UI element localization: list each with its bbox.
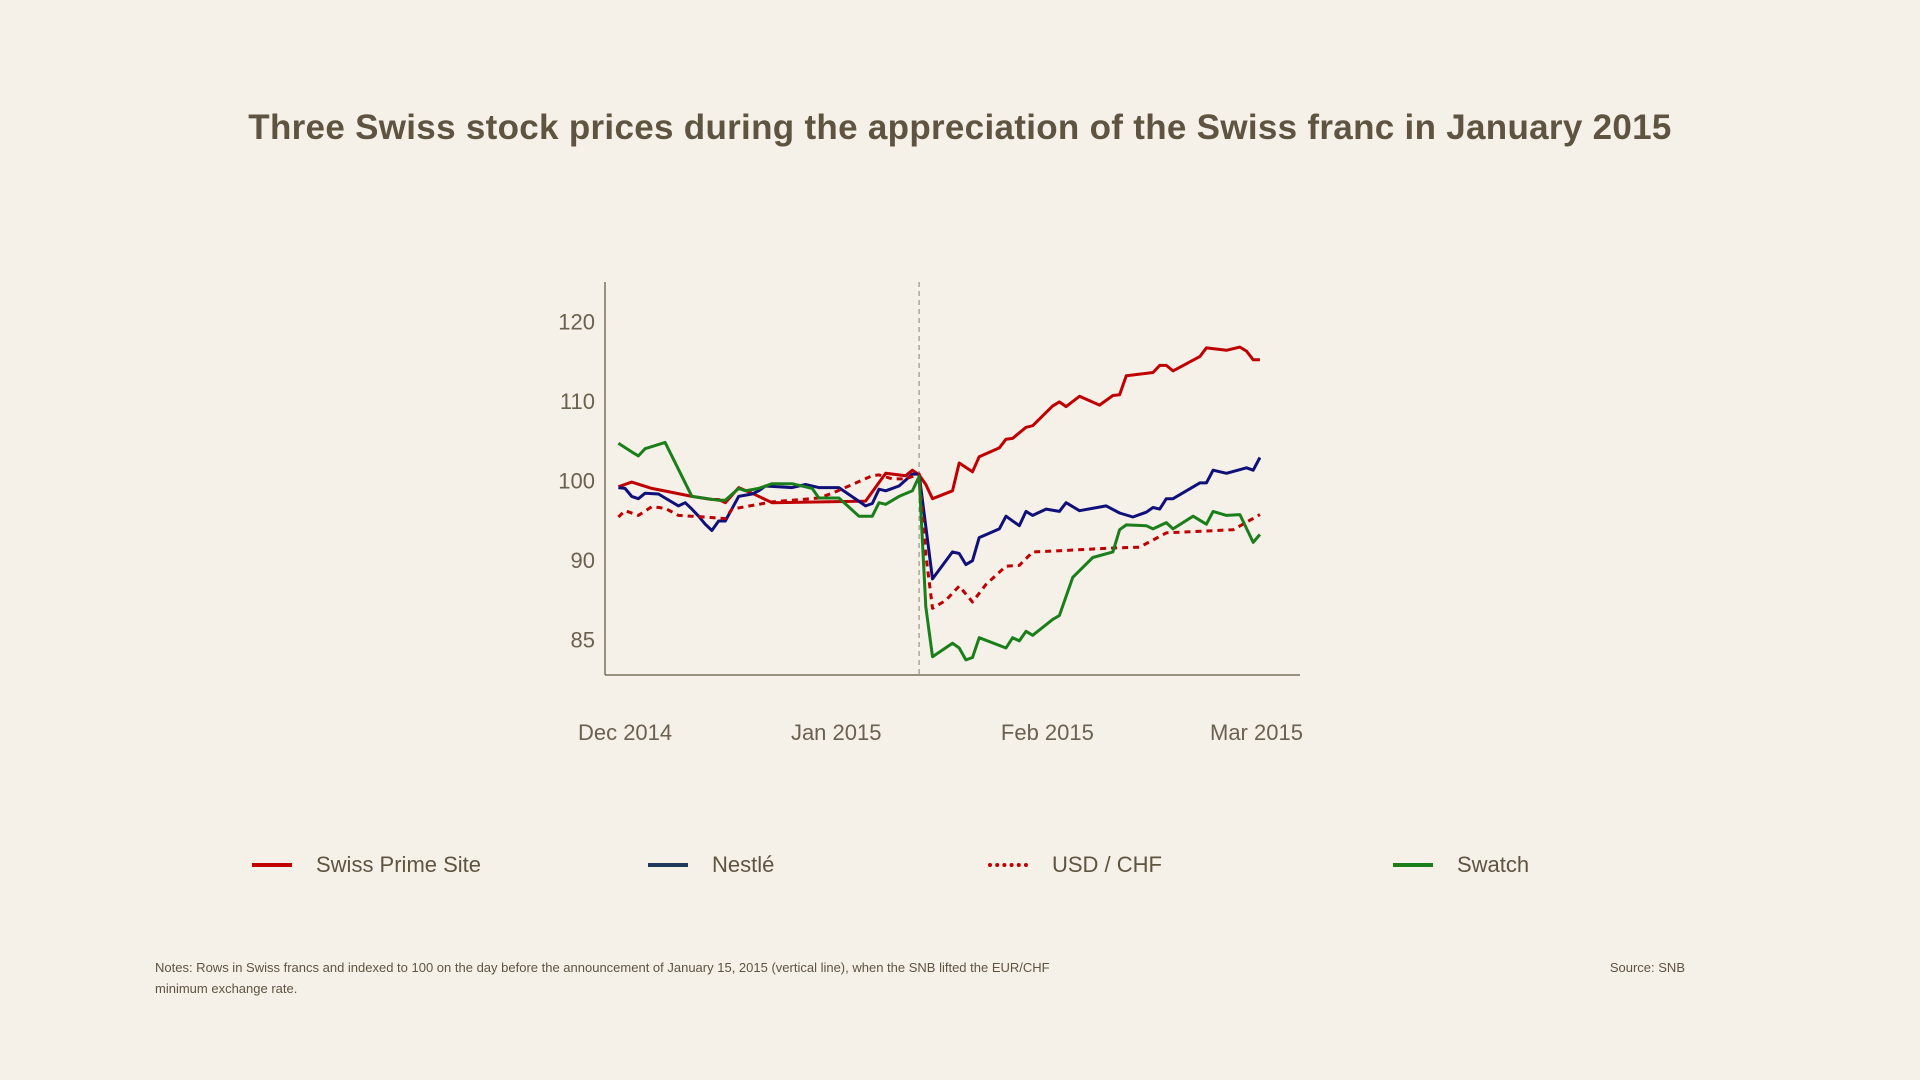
chart-notes: Notes: Rows in Swiss francs and indexed … [155, 960, 1050, 996]
legend-swatch [648, 863, 688, 867]
x-tick-label: Dec 2014 [578, 720, 672, 745]
legend-item-swiss-prime-site: Swiss Prime Site [252, 850, 481, 880]
y-tick-label: 120 [558, 310, 595, 335]
chart-title: Three Swiss stock prices during the appr… [248, 108, 1672, 147]
x-axis-ticks: Dec 2014 Jan 2015 Feb 2015 Mar 2015 [578, 720, 1303, 745]
series-line-swatch [617, 440, 1262, 662]
series-line-usd-chf [617, 472, 1261, 610]
y-tick-label: 100 [558, 468, 595, 493]
series-lines [617, 345, 1262, 662]
legend-label: Swiss Prime Site [316, 852, 482, 877]
x-tick-label: Mar 2015 [1210, 720, 1303, 745]
y-tick-label: 85 [571, 627, 595, 652]
series-line-nestl [618, 456, 1262, 581]
legend-swatch [252, 863, 292, 867]
legend-label: Swatch [1457, 852, 1530, 877]
series-line-swiss-prime-site [617, 345, 1260, 505]
legend-swatch [1393, 863, 1433, 867]
legend-label: USD / CHF [1052, 852, 1162, 877]
y-tick-label: 90 [571, 548, 595, 573]
chart-source: Source: SNB [1609, 960, 1685, 975]
y-axis-ticks: 120 110 100 90 85 [558, 310, 595, 653]
legend-swatch [988, 863, 1028, 867]
legend-item-usd-chf: USD / CHF [988, 850, 1162, 880]
y-tick-label: 110 [560, 389, 595, 414]
x-tick-label: Jan 2015 [791, 720, 882, 745]
legend-item-nestle: Nestlé [648, 850, 774, 880]
legend-label: Nestlé [712, 852, 775, 877]
x-tick-label: Feb 2015 [1001, 720, 1094, 745]
axes [604, 282, 1300, 676]
legend-item-swatch: Swatch [1393, 850, 1529, 880]
